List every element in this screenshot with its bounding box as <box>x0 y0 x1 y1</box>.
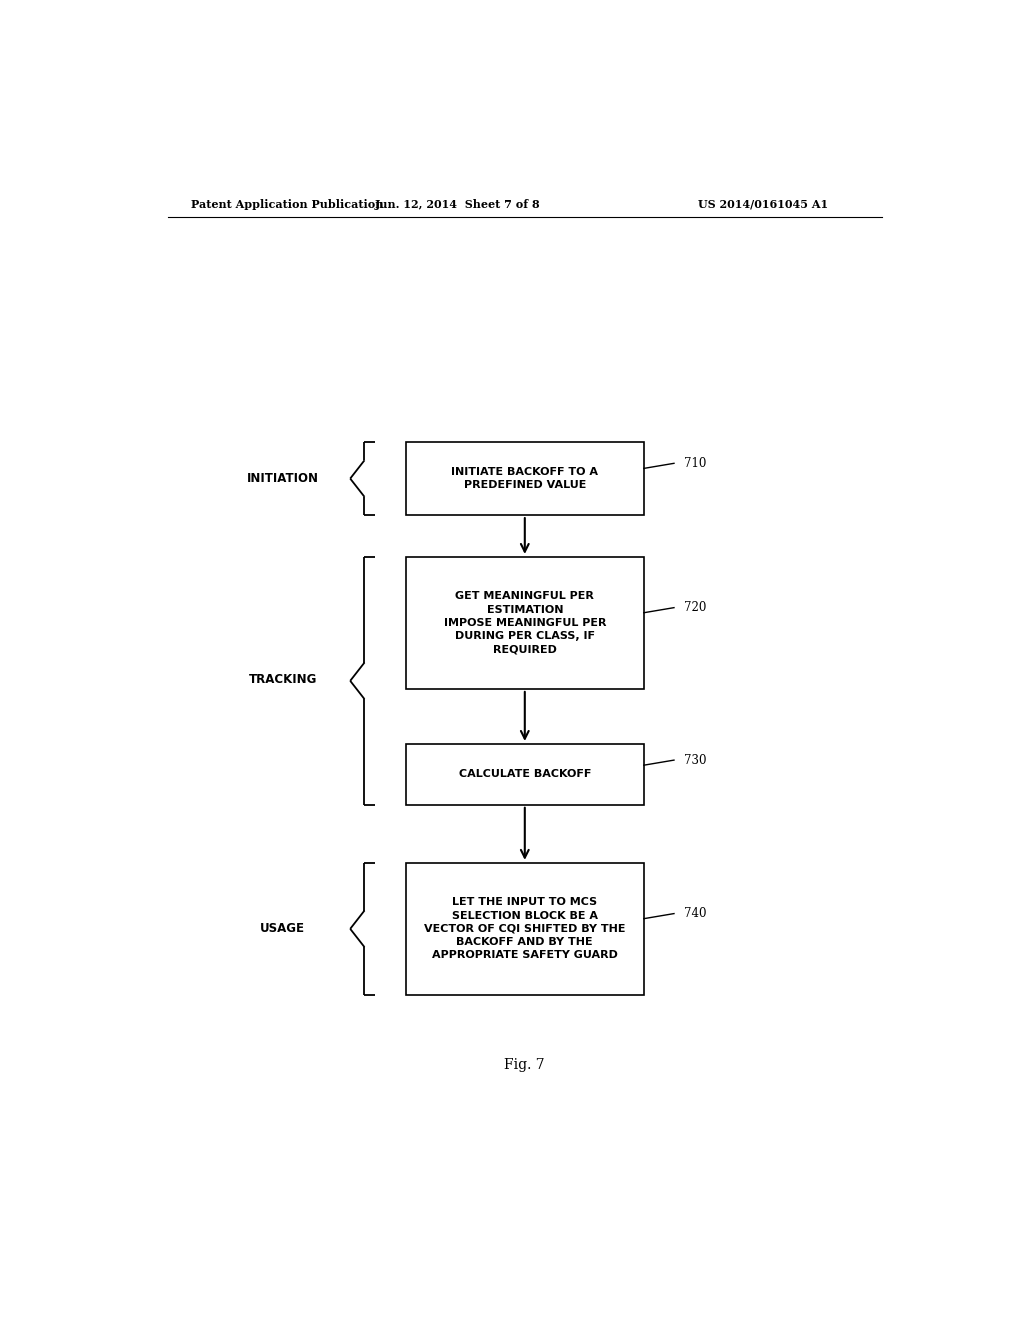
Text: Patent Application Publication: Patent Application Publication <box>191 198 384 210</box>
Text: 730: 730 <box>684 754 706 767</box>
Text: Fig. 7: Fig. 7 <box>505 1059 545 1072</box>
Text: 710: 710 <box>684 457 706 470</box>
Text: 740: 740 <box>684 907 706 920</box>
Text: LET THE INPUT TO MCS
SELECTION BLOCK BE A
VECTOR OF CQI SHIFTED BY THE
BACKOFF A: LET THE INPUT TO MCS SELECTION BLOCK BE … <box>424 898 626 960</box>
Text: Jun. 12, 2014  Sheet 7 of 8: Jun. 12, 2014 Sheet 7 of 8 <box>375 198 540 210</box>
Text: INITIATE BACKOFF TO A
PREDEFINED VALUE: INITIATE BACKOFF TO A PREDEFINED VALUE <box>452 467 598 490</box>
Text: TRACKING: TRACKING <box>249 673 317 686</box>
FancyBboxPatch shape <box>406 744 644 805</box>
Text: USAGE: USAGE <box>260 923 305 936</box>
FancyBboxPatch shape <box>406 557 644 689</box>
Text: INITIATION: INITIATION <box>247 473 318 484</box>
Text: 720: 720 <box>684 601 706 614</box>
Text: CALCULATE BACKOFF: CALCULATE BACKOFF <box>459 770 591 779</box>
FancyBboxPatch shape <box>406 863 644 995</box>
Text: US 2014/0161045 A1: US 2014/0161045 A1 <box>697 198 828 210</box>
Text: GET MEANINGFUL PER
ESTIMATION
IMPOSE MEANINGFUL PER
DURING PER CLASS, IF
REQUIRE: GET MEANINGFUL PER ESTIMATION IMPOSE MEA… <box>443 591 606 655</box>
FancyBboxPatch shape <box>406 442 644 515</box>
